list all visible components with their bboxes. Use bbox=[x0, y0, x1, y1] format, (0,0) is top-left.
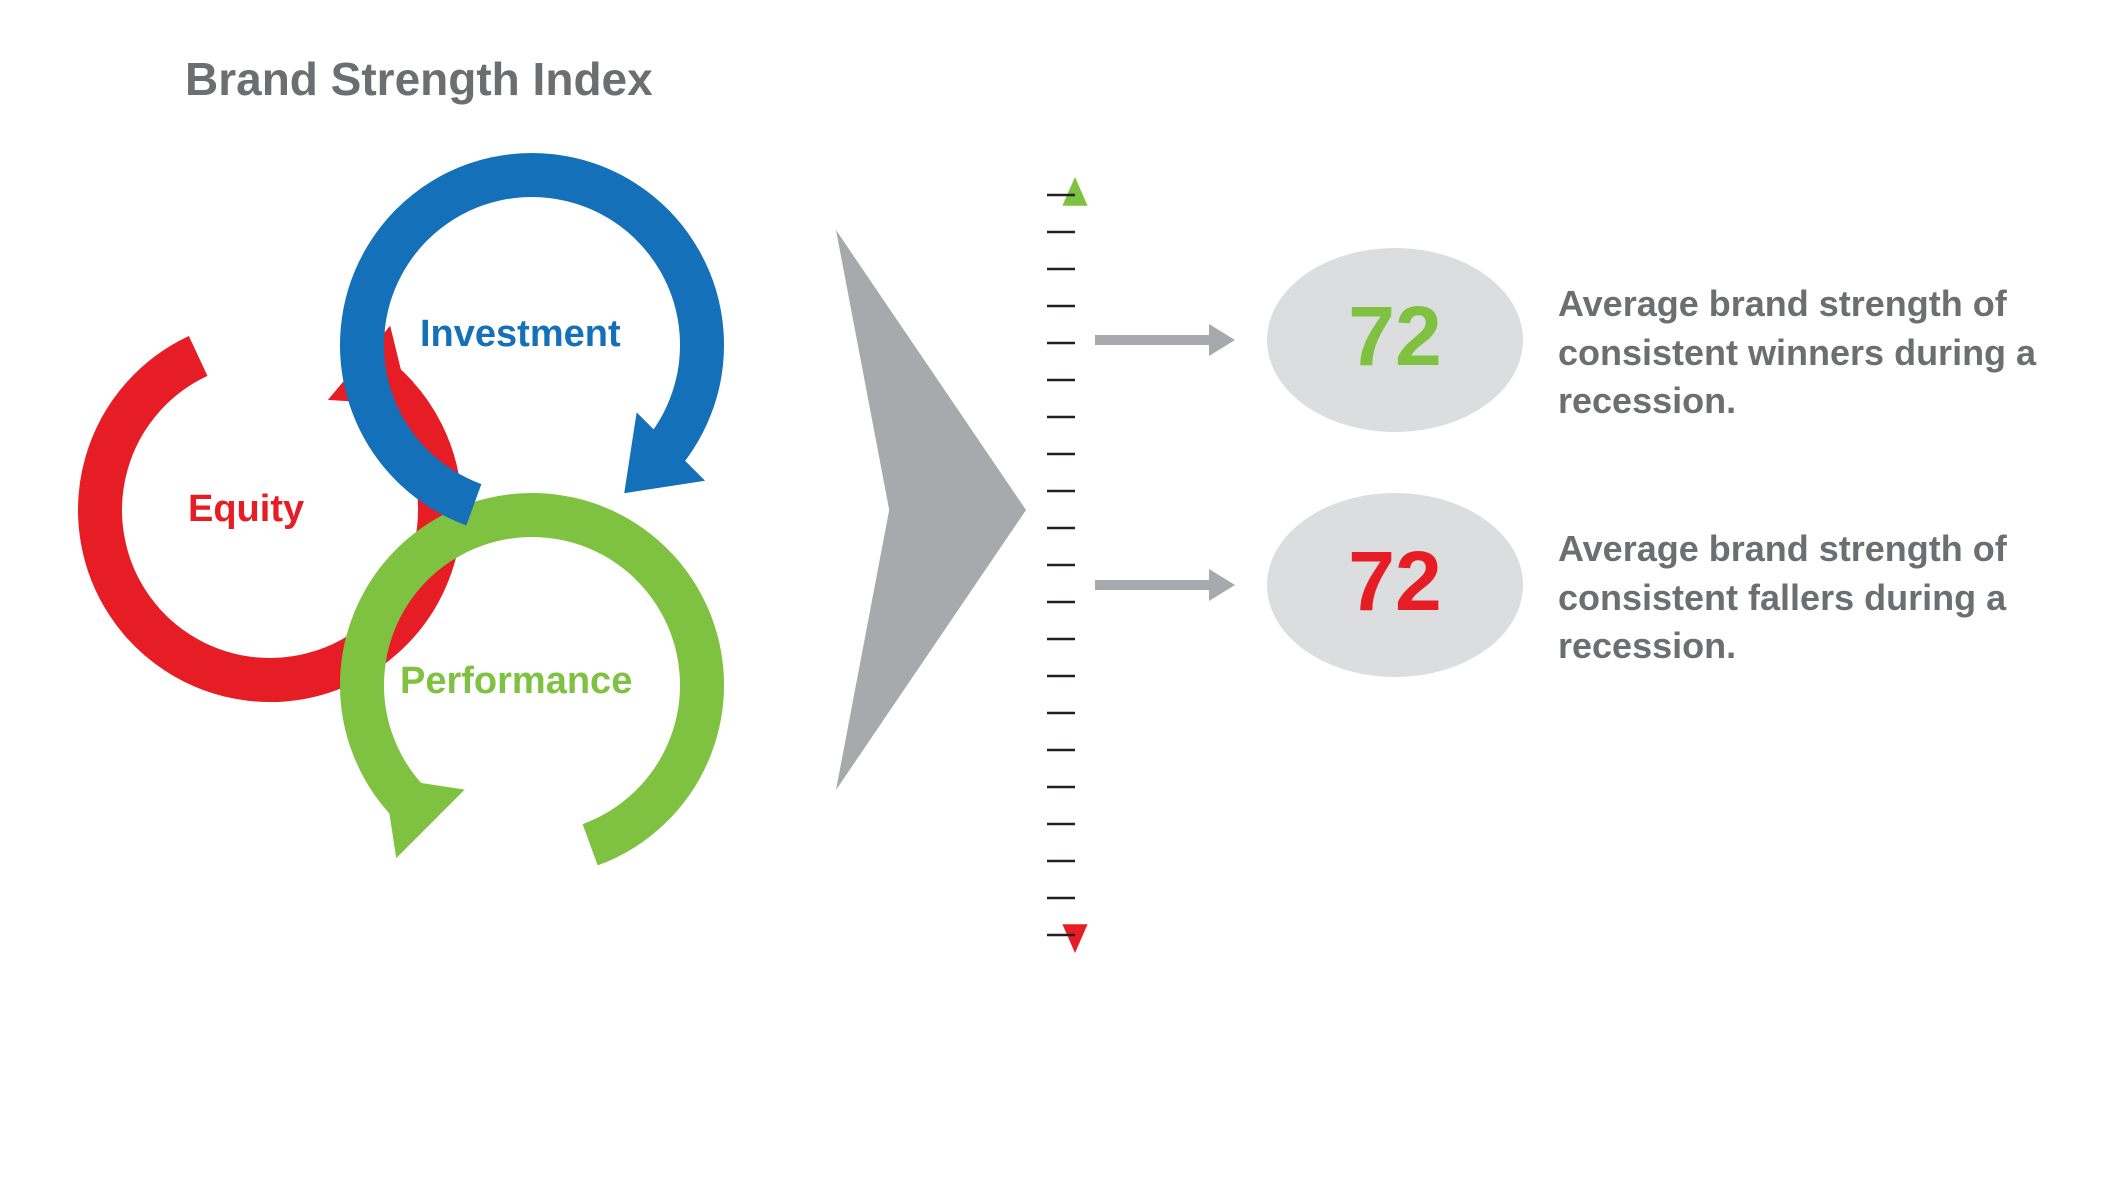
stat-value-fallers: 72 bbox=[1267, 533, 1523, 630]
stat-value-winners: 72 bbox=[1267, 288, 1523, 385]
stat-desc-winners: Average brand strength of consistent win… bbox=[1558, 280, 2038, 426]
stat-desc-fallers: Average brand strength of consistent fal… bbox=[1558, 525, 2038, 671]
